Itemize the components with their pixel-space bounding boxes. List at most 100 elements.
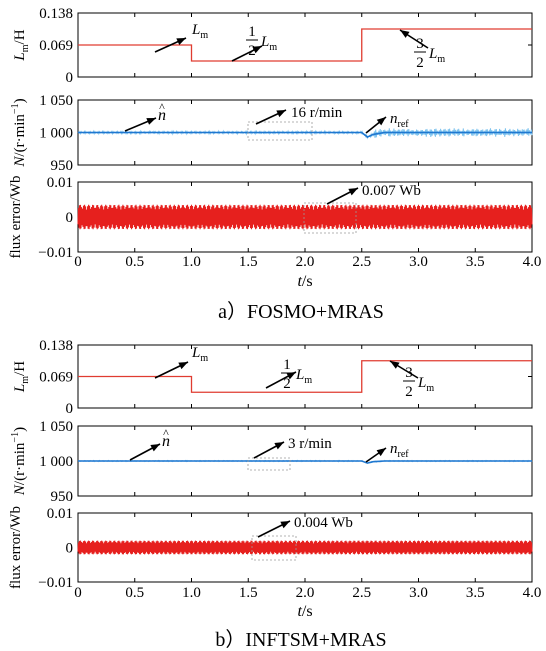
label-main: n — [390, 111, 398, 127]
fraction-denominator: 2 — [405, 384, 413, 400]
panel-a-subplot-1: 0 0.069 0.138 Lm/H — [12, 6, 533, 86]
x-tick-label: 4.0 — [523, 585, 542, 601]
x-tick-label: 3.5 — [466, 254, 485, 270]
lm-annotation-label: Lm — [295, 367, 312, 386]
label-sub: m — [200, 30, 208, 41]
panel-b-subplot-2: 950 1 000 1 050 N/(r·min−1) — [10, 419, 533, 505]
speed-estimate-label: n — [158, 107, 166, 124]
speed-annotation-arrow — [253, 441, 285, 459]
measurement-box — [247, 121, 313, 141]
label-sub: m — [200, 353, 208, 364]
x-tick-label: 4.0 — [523, 254, 542, 270]
lm-annotation-label: Lm — [417, 375, 434, 394]
lm-annotation-arrow-head — [252, 46, 262, 54]
lm-annotation-label: Lm — [428, 46, 445, 65]
x-tick-label: 3.0 — [409, 254, 428, 270]
x-tick-label: 2.5 — [352, 585, 371, 601]
ylabel-unit: /H — [12, 361, 28, 376]
xlabel-unit: /s — [302, 603, 313, 620]
y-tick-label: 1 000 — [39, 454, 73, 470]
lm-annotation-arrow-head — [390, 361, 400, 369]
x-tick-label: 0.5 — [125, 254, 144, 270]
speed-annotation-arrow-head — [376, 117, 386, 126]
y-tick-label: 1 050 — [39, 419, 73, 435]
panel-a-subplot-3: −0.01 0 0.01 flux error/Wb — [8, 175, 533, 261]
label-sub: m — [426, 383, 434, 394]
ylabel-sub: m — [20, 376, 31, 384]
speed-annotation-arrow-head — [146, 118, 156, 125]
measurement-box — [251, 535, 297, 561]
y-tick-label: 0 — [66, 70, 74, 86]
x-tick-label: 0.5 — [125, 585, 144, 601]
flux-error-line — [77, 204, 533, 230]
y-tick-label: −0.01 — [38, 575, 73, 591]
speed-annotation-arrow-head — [274, 442, 284, 450]
panel-caption: b）INFTSM+MRAS — [215, 628, 386, 651]
y-axis-label: Lm/H — [12, 361, 31, 393]
y-tick-label: 0 — [66, 401, 74, 417]
y-tick-label: 0.01 — [47, 175, 73, 191]
flux-annotation-arrow — [326, 187, 359, 205]
y-tick-label: 0.069 — [39, 38, 73, 54]
ylabel-sub: m — [20, 44, 31, 52]
ylabel-sup: −1 — [10, 103, 21, 114]
panel-a-subplot-2: 950 1 000 1 050 N/(r·min−1) — [10, 93, 533, 174]
lm-annotation-arrow — [265, 371, 297, 389]
lm-annotation-label: Lm — [191, 22, 208, 41]
lm-annotation-arrow-head — [178, 362, 188, 370]
panel-caption: a）FOSMO+MRAS — [218, 300, 384, 323]
y-tick-label: 0.138 — [39, 6, 73, 22]
ylabel-sup: −1 — [10, 432, 21, 443]
y-tick-label: 0 — [66, 210, 74, 226]
speed-annotation-arrow-head — [276, 110, 286, 118]
y-tick-label: 0.01 — [47, 506, 73, 522]
speed-reference-line — [78, 131, 532, 138]
panel-b-subplot-1: 0 0.069 0.138 Lm/H — [12, 338, 533, 417]
speed-ripple-label: 16 r/min — [291, 105, 343, 121]
hat-accent: ^ — [163, 426, 169, 440]
xlabel-var: t — [297, 273, 302, 290]
x-tick-label: 1.5 — [239, 585, 258, 601]
label-sub: m — [269, 42, 277, 53]
y-tick-label: 1 050 — [39, 93, 73, 109]
label-main: L — [260, 34, 269, 50]
ylabel-var: N — [12, 156, 28, 168]
x-tick-label: 1.0 — [182, 254, 201, 270]
x-tick-label: 0 — [74, 254, 82, 270]
x-axis-label: t/s — [297, 603, 312, 620]
lm-annotation-label: Lm — [191, 345, 208, 364]
hat-accent: ^ — [159, 100, 165, 114]
flux-ripple-label: 0.007 Wb — [362, 183, 421, 199]
flux-ripple-label: 0.004 Wb — [294, 515, 353, 531]
ylabel-unit: /(r·min — [12, 442, 28, 485]
x-tick-label: 2.0 — [296, 585, 315, 601]
xlabel-unit: /s — [302, 273, 313, 290]
lm-series-line — [78, 360, 532, 393]
xlabel-var: t — [297, 603, 302, 620]
ylabel-var: N — [12, 484, 28, 496]
speed-annotation-arrow — [129, 443, 161, 461]
label-sub: ref — [398, 119, 410, 130]
lm-annotation-arrow-head — [400, 30, 410, 38]
fraction-denominator: 2 — [283, 376, 291, 392]
y-axis-label: Lm/H — [12, 29, 31, 61]
ylabel-unit: /(r·min — [12, 114, 28, 157]
lm-annotation-arrow — [154, 37, 187, 53]
x-tick-label: 1.5 — [239, 254, 258, 270]
fraction-denominator: 2 — [416, 55, 424, 71]
label-main: n — [390, 441, 398, 457]
fraction-numerator: 1 — [283, 357, 291, 373]
speed-ripple-label: 3 r/min — [288, 436, 332, 452]
label-sub: m — [304, 375, 312, 386]
flux-annotation-arrow-head — [280, 521, 290, 529]
ylabel-unit: /H — [12, 29, 28, 44]
speed-annotation-arrow — [124, 117, 157, 132]
lm-annotation-arrow — [231, 45, 263, 62]
y-tick-label: 950 — [51, 489, 74, 505]
label-sub: m — [437, 54, 445, 65]
x-tick-label: 2.0 — [296, 254, 315, 270]
y-axis-label: flux error/Wb — [8, 176, 24, 259]
